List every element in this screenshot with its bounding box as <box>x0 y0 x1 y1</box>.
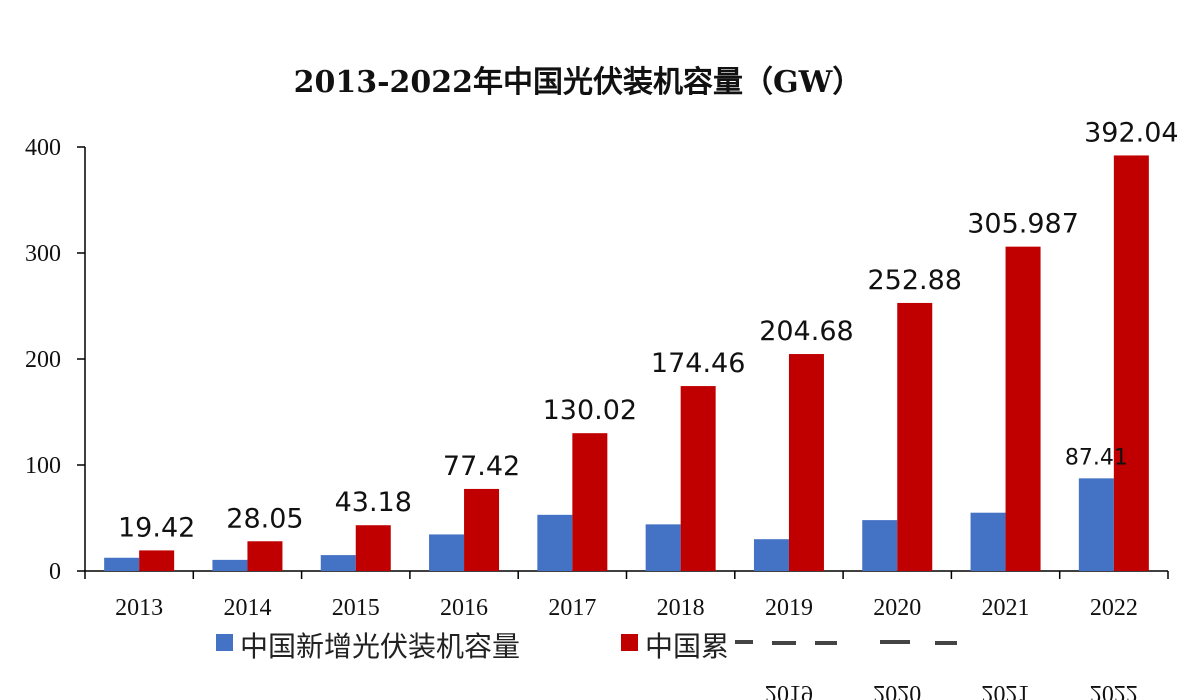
x-tick-label: 2014 <box>223 595 271 621</box>
mirrored-year-label-group: 2021 <box>982 680 1030 700</box>
new-capacity-bar <box>104 557 140 571</box>
cumulative-capacity-data-label: 392.04 <box>1084 117 1178 148</box>
new-capacity-bar <box>320 555 356 571</box>
legend-label-cumulative: 中国累 <box>645 630 729 663</box>
cumulative-capacity-bar <box>680 386 716 571</box>
new-capacity-bar <box>212 559 248 571</box>
new-capacity-bar <box>429 534 465 571</box>
cumulative-capacity-bar <box>788 354 824 571</box>
cumulative-capacity-bar <box>1113 155 1149 571</box>
x-tick-label: 2021 <box>982 595 1030 621</box>
cumulative-capacity-bar <box>572 433 608 571</box>
cumulative-capacity-bar <box>464 488 500 571</box>
mirrored-year-label: 2022 <box>1090 680 1138 700</box>
x-tick-label: 2018 <box>657 595 705 621</box>
y-tick-label: 100 <box>25 453 61 479</box>
y-tick-label: 400 <box>25 135 61 161</box>
mirrored-year-label-group: 2022 <box>1090 680 1138 700</box>
new-capacity-bar <box>537 514 573 571</box>
data-labels: 19.42 28.05 43.18 77.42 130.02 174.46 204.68 25… <box>118 117 1179 543</box>
cumulative-capacity-data-label: 130.02 <box>543 395 637 426</box>
x-tick-label: 2017 <box>548 595 596 621</box>
legend-label-new: 中国新增光伏装机容量 <box>240 630 520 663</box>
new-capacity-bar <box>1078 478 1114 571</box>
cumulative-capacity-data-label: 305.987 <box>967 209 1079 240</box>
y-tick-label: 0 <box>49 559 61 585</box>
legend-swatch-new <box>216 634 233 651</box>
cumulative-capacity-data-label: 28.05 <box>226 503 303 534</box>
cumulative-capacity-bar <box>355 525 391 571</box>
legend-obscured-stroke <box>880 640 910 644</box>
x-tick-label: 2019 <box>765 595 813 621</box>
legend-obscured-stroke <box>815 641 837 645</box>
mirrored-year-label: 2020 <box>873 680 921 700</box>
mirrored-year-overlay: 2019 2020 2021 2022 <box>765 680 1138 700</box>
new-capacity-data-label: 87.41 <box>1065 445 1128 470</box>
new-capacity-bar <box>645 524 681 571</box>
cumulative-capacity-data-label: 252.88 <box>868 265 962 296</box>
y-tick-label: 300 <box>25 241 61 267</box>
cumulative-capacity-bar <box>247 541 283 571</box>
legend: 中国新增光伏装机容量 中国累 <box>216 630 957 663</box>
cumulative-capacity-data-label: 77.42 <box>443 451 520 482</box>
cumulative-capacity-data-label: 19.42 <box>118 512 195 543</box>
x-tick-label: 2022 <box>1090 595 1138 621</box>
cumulative-capacity-data-label: 174.46 <box>651 348 745 379</box>
x-tick-label: 2013 <box>115 595 163 621</box>
y-tick-label: 200 <box>25 347 61 373</box>
bars <box>104 155 1149 571</box>
cumulative-capacity-data-label: 43.18 <box>335 487 412 518</box>
x-tick-label: 2015 <box>332 595 380 621</box>
cumulative-capacity-data-label: 204.68 <box>759 316 853 347</box>
mirrored-year-label: 2021 <box>982 680 1030 700</box>
legend-swatch-cumulative <box>621 634 638 651</box>
new-capacity-bar <box>862 520 898 571</box>
legend-obscured-stroke <box>772 641 796 645</box>
y-axis: 0 100 200 300 400 <box>25 135 86 585</box>
mirrored-year-label: 2019 <box>765 680 813 700</box>
mirrored-year-label-group: 2019 <box>765 680 813 700</box>
x-axis: 2013 2014 2015 2016 2017 2018 2019 2020 2021 2022 <box>84 570 1169 621</box>
chart-title: 2013-2022年中国光伏装机容量（GW） <box>294 65 863 100</box>
new-capacity-bar <box>970 512 1006 571</box>
new-capacity-bar <box>753 539 789 571</box>
cumulative-capacity-bar <box>897 302 933 571</box>
legend-obscured-stroke <box>735 640 753 644</box>
cumulative-capacity-bar <box>139 550 175 571</box>
mirrored-year-label-group: 2020 <box>873 680 921 700</box>
legend-obscured-stroke <box>935 641 957 645</box>
x-tick-label: 2016 <box>440 595 488 621</box>
cumulative-capacity-bar <box>1005 246 1041 571</box>
x-tick-label: 2020 <box>873 595 921 621</box>
